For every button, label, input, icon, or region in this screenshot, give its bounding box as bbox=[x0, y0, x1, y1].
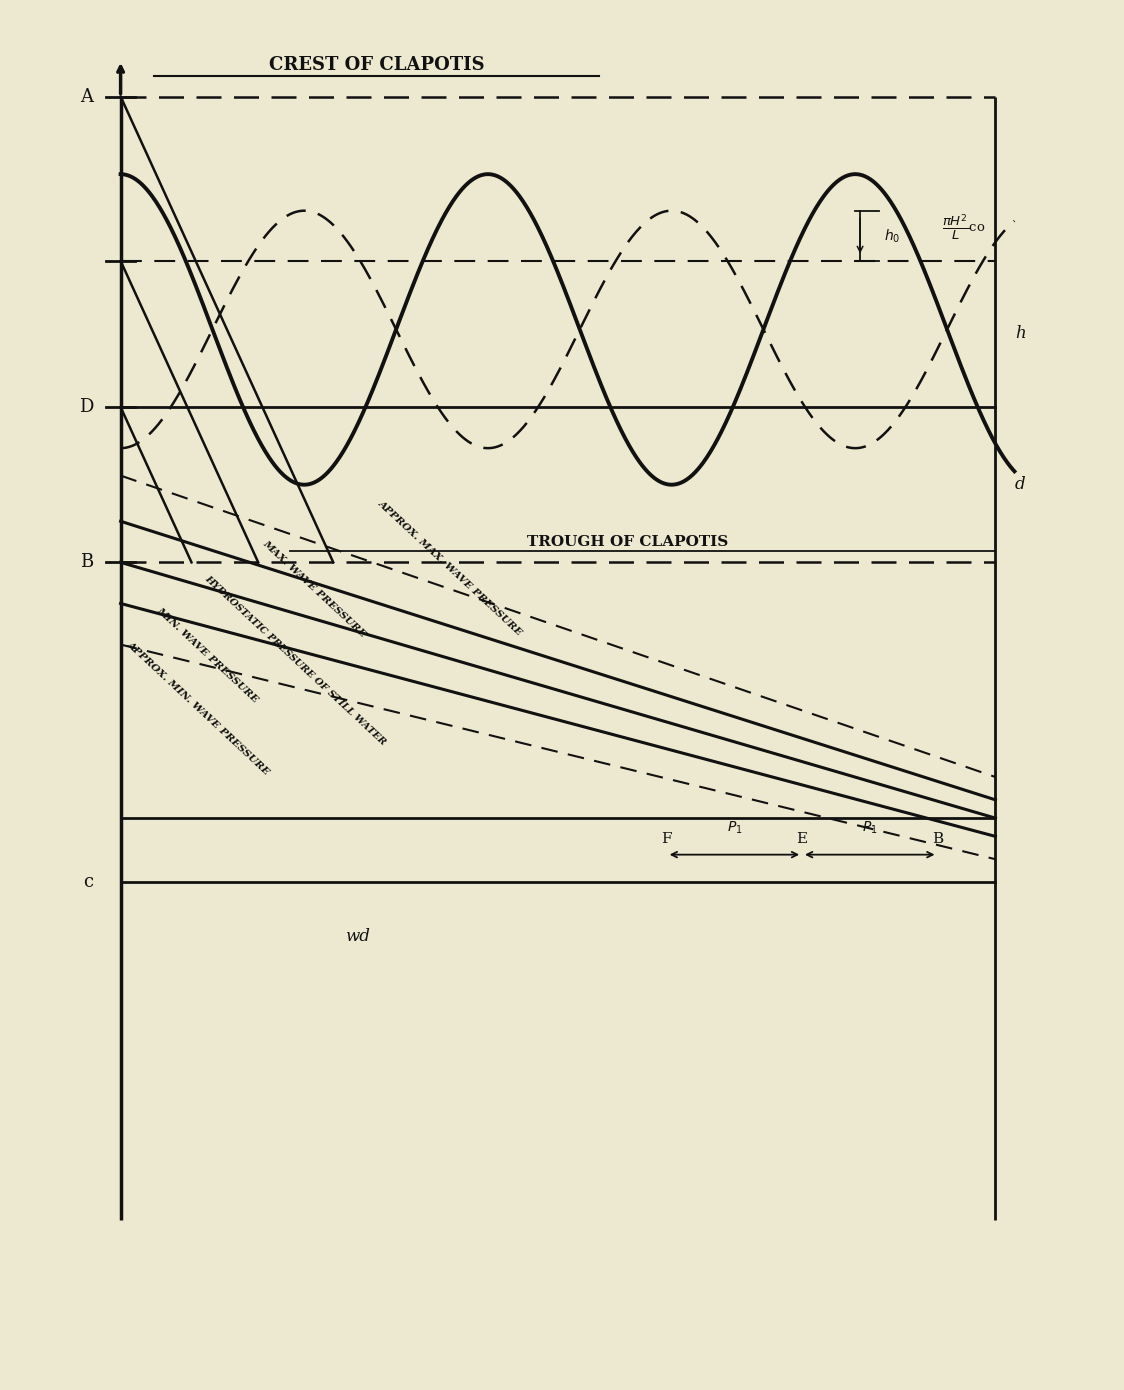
Text: A: A bbox=[81, 88, 93, 106]
Text: d: d bbox=[1015, 477, 1025, 493]
Text: HYDROSTATIC PRESSURE OF STILL WATER: HYDROSTATIC PRESSURE OF STILL WATER bbox=[202, 574, 388, 746]
Text: F: F bbox=[662, 831, 672, 847]
Text: h: h bbox=[1015, 325, 1025, 342]
Text: APPROX. MAX. WAVE PRESSURE: APPROX. MAX. WAVE PRESSURE bbox=[377, 499, 524, 638]
Text: wd: wd bbox=[345, 927, 370, 945]
Text: B: B bbox=[932, 831, 943, 847]
Text: E: E bbox=[797, 831, 808, 847]
Text: c: c bbox=[83, 873, 93, 891]
Text: B: B bbox=[80, 553, 93, 571]
Text: MAX. WAVE PRESSURE: MAX. WAVE PRESSURE bbox=[261, 539, 368, 639]
Text: APPROX. MIN. WAVE PRESSURE: APPROX. MIN. WAVE PRESSURE bbox=[126, 639, 271, 777]
Text: $P_1$: $P_1$ bbox=[862, 820, 878, 837]
Text: CREST OF CLAPOTIS: CREST OF CLAPOTIS bbox=[269, 56, 484, 74]
Text: MIN. WAVE PRESSURE: MIN. WAVE PRESSURE bbox=[154, 606, 260, 705]
Text: $h_0$: $h_0$ bbox=[885, 227, 900, 245]
Text: TROUGH OF CLAPOTIS: TROUGH OF CLAPOTIS bbox=[527, 535, 728, 549]
Text: D: D bbox=[79, 398, 93, 416]
Text: $\dfrac{\pi H^2}{L}$co: $\dfrac{\pi H^2}{L}$co bbox=[942, 211, 986, 242]
Text: $P_1$: $P_1$ bbox=[726, 820, 742, 837]
